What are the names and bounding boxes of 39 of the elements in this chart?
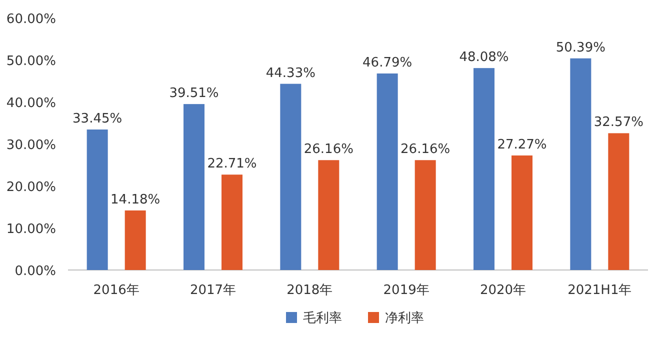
bar: [318, 160, 340, 270]
x-tick-label: 2019年: [383, 283, 430, 298]
x-tick-label: 2021H1年: [568, 283, 632, 298]
data-label: 22.71%: [207, 156, 257, 172]
data-label: 32.57%: [594, 115, 644, 130]
y-tick-label: 40.00%: [6, 96, 56, 111]
x-tick-label: 2020年: [480, 283, 526, 298]
bar: [474, 68, 494, 270]
legend-label: 毛利率: [303, 310, 342, 326]
y-tick-label: 0.00%: [14, 264, 56, 279]
data-label: 46.79%: [362, 55, 412, 70]
data-label: 26.16%: [304, 142, 354, 158]
bar: [222, 174, 242, 270]
y-tick-label: 50.00%: [6, 54, 56, 69]
data-label: 39.51%: [169, 86, 219, 102]
x-tick-label: 2017年: [190, 283, 236, 298]
data-label: 14.18%: [110, 192, 160, 208]
data-label: 48.08%: [459, 50, 509, 66]
bar: [512, 155, 532, 270]
legend-label: 净利率: [385, 310, 424, 326]
data-label: 50.39%: [556, 40, 606, 56]
bar: [184, 104, 204, 270]
data-label: 33.45%: [72, 112, 122, 127]
bar: [280, 84, 302, 270]
y-tick-label: 30.00%: [6, 138, 56, 153]
x-tick-label: 2016年: [93, 283, 140, 298]
x-tick-label: 2018年: [286, 283, 333, 298]
data-label: 26.16%: [400, 142, 450, 158]
bar: [124, 210, 146, 270]
bar: [414, 160, 436, 270]
bar: [376, 73, 398, 270]
y-tick-label: 60.00%: [6, 12, 56, 27]
bar: [570, 58, 592, 270]
y-tick-label: 20.00%: [6, 180, 56, 195]
data-label: 27.27%: [497, 137, 547, 152]
bar: [608, 133, 630, 270]
bar: [86, 130, 108, 270]
data-label: 44.33%: [266, 66, 316, 81]
y-tick-label: 10.00%: [6, 222, 56, 237]
